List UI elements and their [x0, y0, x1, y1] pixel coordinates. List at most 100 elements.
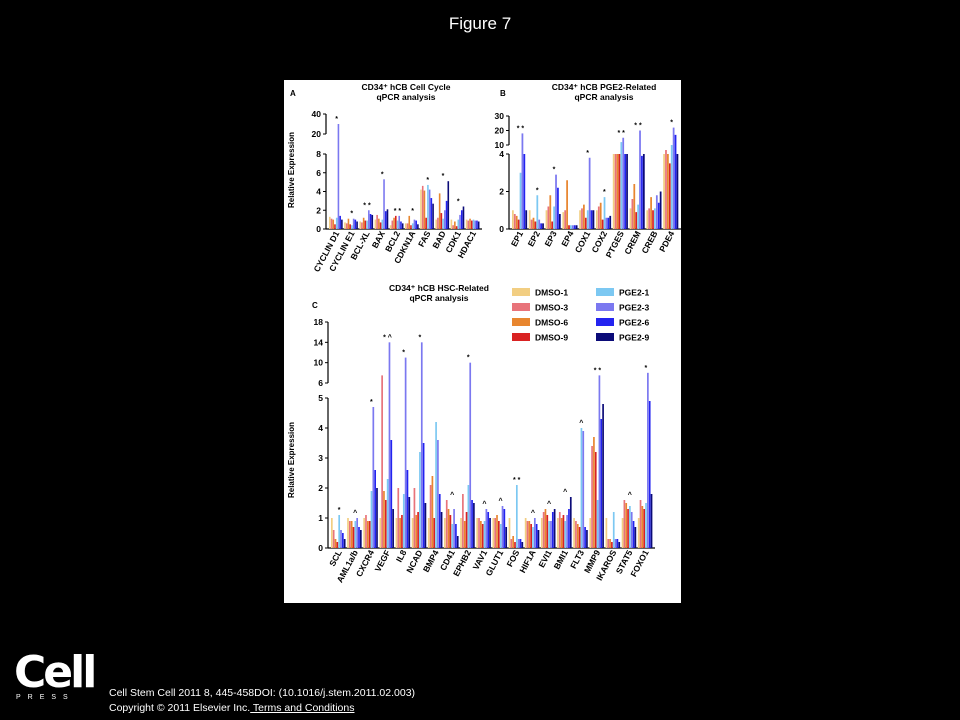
bar — [344, 222, 346, 229]
bar — [648, 208, 651, 229]
bar — [623, 500, 626, 548]
bar — [676, 154, 679, 229]
bar — [524, 518, 527, 548]
bar — [428, 189, 431, 229]
bar — [584, 217, 587, 229]
bar — [579, 210, 581, 229]
y-tick-label: 4 — [499, 149, 504, 159]
bar — [451, 524, 454, 548]
bar — [438, 193, 441, 229]
bar — [384, 500, 387, 548]
bar — [582, 431, 585, 548]
bar — [354, 521, 357, 548]
bar — [369, 214, 372, 229]
bar — [331, 518, 333, 548]
chart-title-line1: CD34⁺ hCB HSC-Related — [389, 283, 489, 293]
bar — [547, 206, 550, 229]
bar — [650, 197, 652, 229]
bar — [668, 163, 671, 229]
bar — [589, 518, 592, 548]
bar — [359, 530, 362, 548]
bar — [374, 219, 377, 229]
bar — [519, 172, 522, 229]
bar — [338, 515, 341, 548]
terms-link[interactable]: Terms and Conditions — [250, 702, 355, 714]
bar — [341, 219, 343, 229]
bar — [611, 542, 613, 548]
bar — [364, 220, 367, 229]
bar — [655, 195, 658, 229]
bar — [566, 515, 568, 548]
bar — [609, 539, 611, 548]
bar — [383, 179, 385, 229]
bar — [435, 422, 437, 548]
bar — [429, 485, 432, 548]
bar — [348, 521, 351, 548]
category-label: BMI1 — [552, 548, 570, 571]
bar — [596, 210, 598, 229]
bar — [584, 527, 586, 548]
bar — [363, 518, 365, 548]
bar — [514, 542, 516, 548]
bar — [339, 215, 341, 229]
bar — [430, 198, 433, 229]
bar — [557, 187, 559, 229]
bar — [571, 225, 574, 229]
bar — [633, 184, 636, 229]
bar — [420, 189, 422, 229]
bar — [362, 217, 365, 229]
bar — [605, 217, 608, 229]
bar — [517, 539, 520, 548]
bar — [462, 494, 464, 548]
y-tick-label: 0 — [316, 224, 321, 234]
bar — [557, 518, 559, 548]
legend-swatch — [512, 303, 530, 311]
bar — [542, 512, 545, 548]
legend-label: DMSO-1 — [535, 288, 568, 298]
bar — [406, 223, 409, 229]
bar — [607, 539, 610, 548]
bar — [334, 224, 336, 229]
legend-swatch — [596, 318, 614, 326]
bar — [442, 218, 444, 229]
bar — [386, 479, 389, 548]
significance-mark: * — [350, 211, 353, 218]
bar — [347, 518, 349, 548]
category-label: CREM — [622, 229, 643, 256]
bar — [521, 133, 524, 229]
bar — [478, 518, 480, 548]
bar — [545, 210, 548, 229]
bar — [419, 452, 421, 548]
bar — [392, 509, 394, 548]
bar — [657, 202, 660, 229]
significance-mark: * ^ — [383, 333, 392, 341]
y-tick-label: 40 — [312, 109, 322, 119]
bar — [515, 485, 518, 548]
bar — [449, 515, 452, 548]
bar — [499, 524, 502, 548]
bar — [372, 407, 375, 548]
bar — [431, 476, 434, 548]
category-label: NCAD — [404, 548, 424, 574]
bar — [492, 518, 495, 548]
significance-mark: * — [670, 120, 673, 127]
bar — [650, 494, 653, 548]
y-tick-label: 0 — [318, 543, 323, 553]
bar — [534, 221, 537, 229]
bar — [343, 539, 346, 548]
bar — [376, 214, 378, 229]
bar — [406, 470, 409, 548]
bar — [347, 218, 350, 229]
bar — [394, 215, 397, 229]
bar — [641, 506, 644, 548]
bar — [501, 506, 504, 548]
bar — [578, 527, 581, 548]
bar — [473, 503, 475, 548]
bar — [421, 185, 424, 229]
significance-mark: ^ — [628, 491, 632, 499]
bar — [551, 512, 554, 548]
bar — [642, 154, 645, 229]
significance-mark: * — [381, 171, 384, 178]
bar — [411, 518, 414, 548]
bar — [425, 217, 427, 229]
